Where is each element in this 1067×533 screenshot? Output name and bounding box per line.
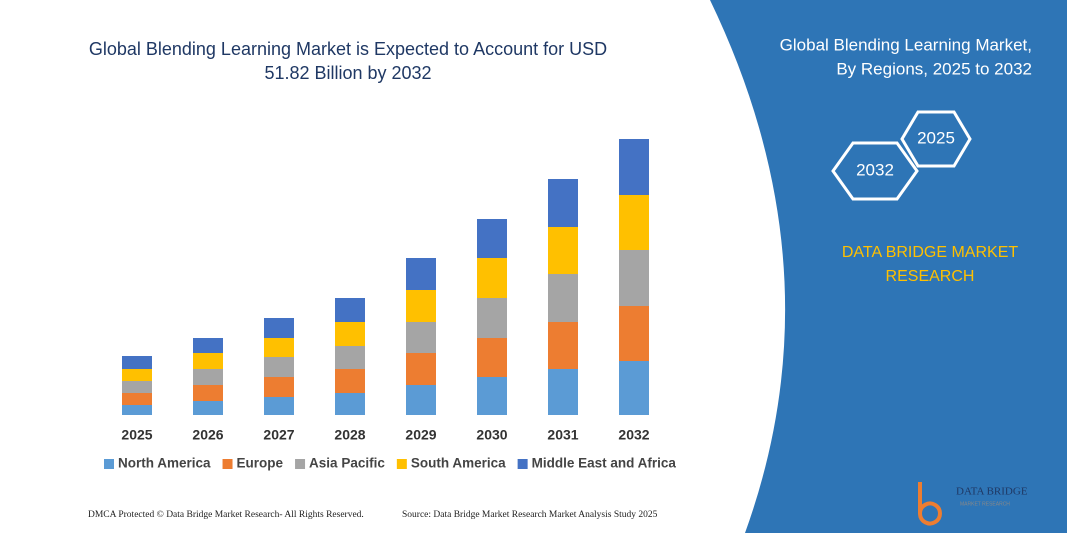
hexagon-label: 2025 — [917, 128, 955, 147]
bar-segment — [548, 179, 578, 227]
hexagon — [900, 110, 972, 168]
logo-text: DATA BRIDGE — [956, 486, 1028, 498]
bar-segment — [122, 393, 152, 405]
x-tick-label: 2025 — [121, 427, 152, 443]
footer-right: Source: Data Bridge Market Research Mark… — [402, 510, 658, 520]
bar-segment — [477, 258, 507, 298]
side-title: By Regions, 2025 to 2032 — [836, 59, 1032, 78]
x-tick-label: 2026 — [192, 427, 223, 443]
bar-segment — [264, 377, 294, 397]
bar-segment — [193, 385, 223, 401]
bar-segment — [335, 369, 365, 393]
legend-swatch — [396, 459, 407, 469]
bar-segment — [335, 322, 365, 346]
bar-segment — [548, 322, 578, 369]
bar-segment — [264, 357, 294, 377]
x-tick-label: 2028 — [334, 427, 365, 443]
legend-swatch — [222, 459, 233, 469]
bar-segment — [264, 397, 294, 415]
footer-left: DMCA Protected © Data Bridge Market Rese… — [88, 509, 364, 520]
bar-segment — [264, 318, 294, 338]
bar-segment — [548, 227, 578, 274]
legend-label: Middle East and Africa — [532, 456, 677, 471]
bar-segment — [335, 298, 365, 322]
bar-segment — [548, 274, 578, 322]
x-tick-label: 2030 — [476, 427, 507, 443]
legend-swatch — [517, 459, 528, 469]
bar-segment — [406, 353, 436, 385]
bar-segment — [122, 405, 152, 415]
bar-segment — [122, 381, 152, 393]
hexagon-label: 2032 — [856, 160, 894, 179]
bar-segment — [193, 353, 223, 369]
bar-segment — [619, 195, 649, 250]
bar-segment — [619, 139, 649, 195]
x-tick-label: 2027 — [263, 427, 294, 443]
bar-segment — [477, 298, 507, 338]
bar-segment — [406, 385, 436, 415]
bar-segment — [619, 250, 649, 306]
legend-label: Europe — [237, 456, 284, 471]
bar-segment — [477, 338, 507, 377]
bar-segment — [122, 356, 152, 369]
x-tick-label: 2029 — [405, 427, 436, 443]
x-tick-label: 2032 — [618, 427, 649, 443]
bar-segment — [477, 377, 507, 415]
bar-segment — [619, 306, 649, 361]
legend-label: North America — [118, 456, 211, 471]
bar-segment — [264, 338, 294, 357]
bar-segment — [619, 361, 649, 415]
legend-label: Asia Pacific — [309, 456, 385, 471]
bar-segment — [335, 346, 365, 369]
bar-segment — [193, 338, 223, 353]
side-panel — [710, 0, 1067, 533]
legend-label: South America — [411, 456, 506, 471]
legend-swatch — [295, 459, 306, 469]
logo-mark — [918, 482, 942, 526]
legend-swatch — [104, 459, 114, 469]
brand: RESEARCH — [886, 268, 975, 285]
bar-segment — [193, 401, 223, 415]
chart-title: 51.82 Billion by 2032 — [264, 63, 431, 83]
x-tick-label: 2031 — [547, 427, 578, 443]
bar-segment — [335, 393, 365, 415]
chart-title: Global Blending Learning Market is Expec… — [89, 39, 607, 59]
bar-segment — [406, 258, 436, 290]
brand: DATA BRIDGE MARKET — [842, 244, 1019, 261]
bar-segment — [122, 369, 152, 381]
logo-text: MARKET RESEARCH — [960, 501, 1010, 507]
side-title: Global Blending Learning Market, — [780, 35, 1032, 54]
bar-segment — [477, 219, 507, 258]
bar-segment — [193, 369, 223, 385]
bar-segment — [406, 322, 436, 353]
hexagon — [831, 141, 919, 201]
bar-segment — [406, 290, 436, 322]
bar-segment — [548, 369, 578, 415]
